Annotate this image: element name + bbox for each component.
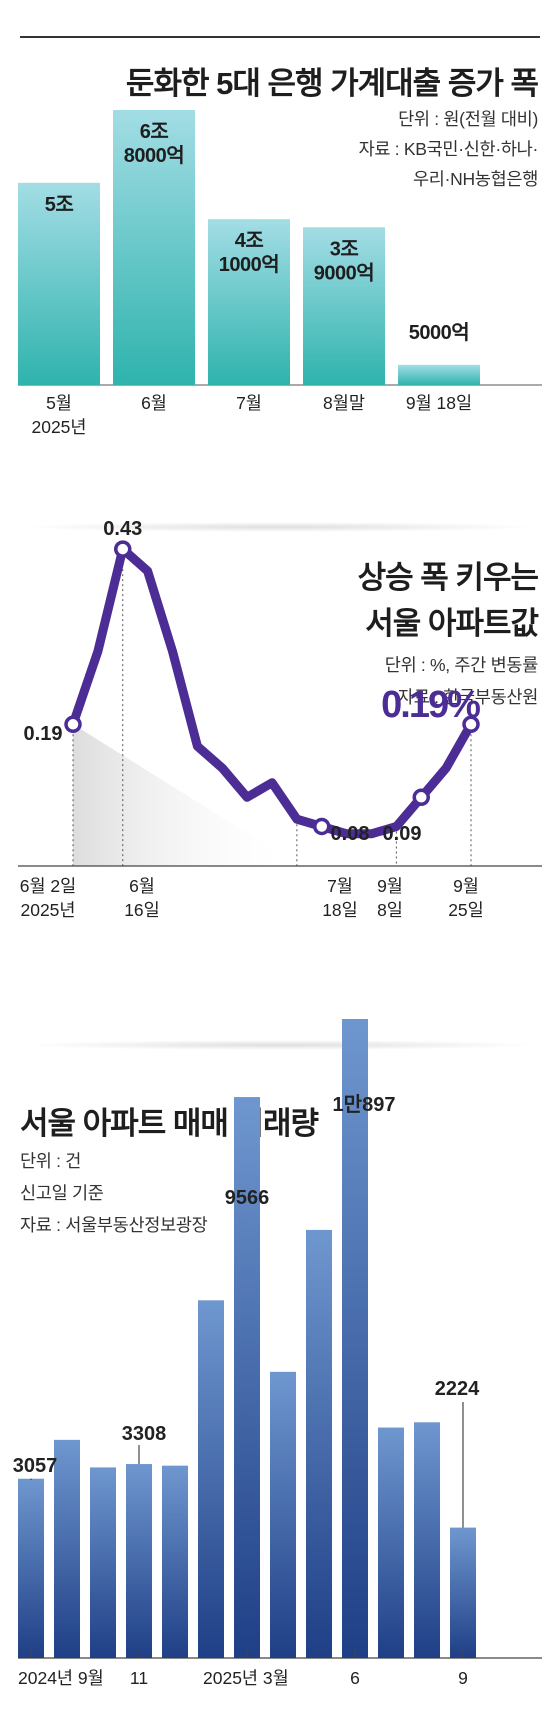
chart2-marker [114, 540, 132, 558]
chart3-bar [342, 1019, 368, 1658]
chart2-marker [64, 715, 82, 734]
chart2-x-label: 6월 2일 [20, 876, 77, 896]
chart3-title: 서울 아파트 매매 거래량 [20, 1106, 319, 1141]
chart2-x-label: 2025년 [20, 900, 75, 920]
chart3-x-label: 2024년 9월 [18, 1668, 104, 1688]
chart2-line [68, 544, 476, 839]
apartment-price-chart: 0.19 0.43 0.08 0.09 0.19% 6월 2일 2025년 6월 16일 7월 18… [18, 518, 542, 920]
chart1-x-label: 2025년 [31, 417, 86, 437]
chart3-data-label: 3057 [13, 1455, 58, 1477]
chart1-data-label: 1000억 [219, 253, 279, 276]
chart2-title-line1: 상승 폭 키우는 [357, 560, 539, 595]
chart3-bar [126, 1464, 152, 1658]
chart2-shade [73, 724, 300, 866]
chart1-data-label: 9000억 [314, 261, 374, 284]
chart2-x-label: 8일 [377, 900, 403, 920]
chart3-unit-note: 단위 : 건 [20, 1151, 82, 1171]
chart1-x-label: 9월 18일 [406, 393, 472, 413]
chart1-data-label: 3조 [330, 238, 359, 260]
chart1-x-label: 5월 [46, 393, 72, 413]
chart2-x-label: 7월 [327, 876, 353, 896]
chart2-point-label: 0.19 [24, 723, 63, 745]
separator-1 [20, 522, 540, 532]
chart1-x-label: 7월 [236, 393, 262, 413]
chart3-bar [198, 1300, 224, 1658]
chart2-point-label: 0.19% [381, 684, 480, 726]
chart2-point-label: 0.09 [383, 823, 422, 845]
chart3-bar [18, 1478, 44, 1658]
chart2-marker [412, 788, 430, 807]
chart2-point-label: 0.08 [331, 823, 370, 845]
chart1-unit-note: 단위 : 원(전월 대비) [398, 109, 538, 129]
chart3-bar [306, 1229, 332, 1658]
chart3-bar [54, 1439, 80, 1658]
chart3-basis-note: 신고일 기준 [20, 1183, 104, 1203]
top-rule [20, 36, 540, 38]
chart2-x-label: 6월 [129, 876, 155, 896]
chart2-point-label: 0.43 [103, 518, 142, 540]
chart3-bar [234, 1097, 260, 1658]
chart3-bar [450, 1527, 476, 1658]
chart1-data-label: 6조 [140, 121, 169, 143]
chart3-data-label: 9566 [225, 1187, 270, 1209]
chart3-data-label: 1만897 [333, 1093, 396, 1116]
chart3-bar [90, 1467, 116, 1658]
chart1-bar [398, 364, 480, 385]
chart3-bar [378, 1427, 404, 1658]
chart1-bar [208, 219, 290, 385]
chart3-x-label: 9 [458, 1668, 468, 1688]
chart1-data-label: 8000억 [124, 144, 184, 167]
chart3-bar [270, 1371, 296, 1658]
chart3-x-label: 6 [350, 1668, 360, 1688]
chart2-x-label: 18일 [322, 900, 358, 920]
chart1-data-label: 4조 [235, 230, 264, 252]
chart2-unit-note: 단위 : %, 주간 변동률 [384, 655, 539, 675]
chart2-title-line2: 서울 아파트값 [365, 606, 539, 641]
chart1-data-label: 5조 [45, 194, 74, 216]
chart3-data-label: 3308 [122, 1423, 167, 1445]
chart1-x-label: 8월말 [323, 393, 365, 413]
chart1-x-label: 6월 [141, 393, 167, 413]
chart3-bar [414, 1422, 440, 1658]
chart2-x-label: 9월 [377, 876, 403, 896]
chart3-x-label: 11 [130, 1668, 148, 1688]
chart2-x-label: 16일 [124, 900, 160, 920]
chart3-bar [162, 1465, 188, 1658]
apartment-price-panel: 상승 폭 키우는 서울 아파트값 단위 : %, 주간 변동률 자료 : 한국부… [18, 518, 542, 920]
chart3-data-label: 2224 [435, 1378, 480, 1400]
chart1-data-label: 5000억 [409, 321, 469, 344]
chart1-bar [18, 182, 100, 385]
chart1-title: 둔화한 5대 은행 가계대출 증가 폭 [125, 66, 539, 101]
chart3-x-label: 2025년 3월 [203, 1668, 289, 1688]
chart1-source-note: 자료 : KB국민·신한·하나· [358, 139, 539, 159]
chart2-x-label: 9월 [453, 876, 479, 896]
chart2-source-note: 자료 : 한국부동산원 [397, 687, 538, 707]
chart1-bar [303, 227, 385, 385]
separator-2 [20, 1040, 540, 1050]
chart2-marker [462, 715, 480, 734]
chart2-marker [313, 817, 331, 836]
chart2-x-label: 25일 [448, 900, 484, 920]
bank-loan-panel: 둔화한 5대 은행 가계대출 증가 폭 단위 : 원(전월 대비) 자료 : K… [0, 0, 560, 460]
chart1-source-note-2: 우리·NH농협은행 [412, 169, 538, 189]
chart1-bar [113, 110, 195, 385]
chart3-source-note: 자료 : 서울부동산정보광장 [20, 1215, 208, 1235]
